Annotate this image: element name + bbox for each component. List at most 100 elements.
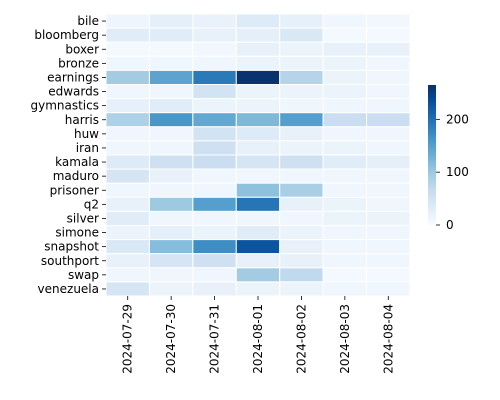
heatmap-cell [279,225,324,241]
heatmap-cell [192,239,237,255]
heatmap-cell [192,182,237,198]
heatmap-cell [279,168,324,184]
heatmap-cell [192,27,237,43]
row-tick-label: iran [76,141,99,155]
heatmap-cell [105,182,150,198]
heatmap-cell [105,55,150,71]
column-tick-label: 2024-07-30 [164,304,178,374]
row-tick-label: silver [67,211,99,225]
row-tick-label: edwards [48,85,99,99]
column-tick-label: 2024-07-31 [208,304,222,374]
heatmap-cell [235,182,281,198]
heatmap-cell [105,281,150,297]
heatmap-cell [148,210,194,226]
heatmap-cell [322,84,368,100]
heatmap-cell [322,210,368,226]
colorbar-gradient [428,85,436,225]
heatmap-cell [192,253,237,269]
heatmap-cell [322,281,368,297]
heatmap-cell [192,196,237,212]
heatmap-cell [279,84,324,100]
heatmap-cell [279,182,324,198]
heatmap-cell [148,267,194,283]
heatmap-cell [148,239,194,255]
heatmap-cell [148,253,194,269]
heatmap-cell [235,267,281,283]
heatmap-cell [366,126,411,142]
heatmap-cell [279,196,324,212]
heatmap-cell [105,154,150,170]
heatmap-cell [148,182,194,198]
row-tick-label: huw [74,127,99,141]
heatmap-cell [148,196,194,212]
heatmap-cell [148,112,194,128]
heatmap-cell [192,168,237,184]
heatmap-cell [279,126,324,142]
heatmap-cell [148,84,194,100]
heatmap-cell [366,154,411,170]
row-tick-label: venezuela [38,282,99,296]
heatmap-cell [105,27,150,43]
heatmap-cell [322,126,368,142]
colorbar-tick-label: 200 [446,112,469,126]
heatmap-cell [366,281,411,297]
row-tick-label: harris [65,113,99,127]
heatmap-cell [366,69,411,86]
heatmap-cell [322,41,368,57]
heatmap-cell [105,196,150,212]
heatmap-cell [192,84,237,100]
heatmap-cell [192,225,237,241]
heatmap-cell [366,98,411,114]
heatmap-cell [192,55,237,71]
row-tick-label: boxer [65,42,99,56]
heatmap-cell [322,69,368,86]
row-tick-label: simone [55,226,99,240]
heatmap-cell [192,281,237,297]
heatmap-cell [235,140,281,156]
heatmap-cell [322,27,368,43]
heatmap-cell [192,98,237,114]
heatmap-cell [192,69,237,86]
heatmap-cell [322,112,368,128]
heatmap-cell [322,267,368,283]
heatmap-cell [322,140,368,156]
heatmap-cell [235,210,281,226]
heatmap-cell [192,13,237,29]
heatmap-cell [148,154,194,170]
heatmap-cell [148,27,194,43]
heatmap-cell [322,196,368,212]
colorbar-tick-label: 100 [446,165,469,179]
heatmap-cell [366,13,411,29]
row-tick-labels: bilebloombergboxerbronzeearningsedwardsg… [30,14,106,296]
heatmap-cell [366,267,411,283]
row-tick-label: earnings [47,70,99,84]
heatmap-cell [105,239,150,255]
row-tick-label: kamala [55,155,99,169]
column-tick-label: 2024-08-04 [381,304,395,374]
heatmap-cell [235,98,281,114]
row-tick-label: maduro [53,169,99,183]
heatmap-cell [105,41,150,57]
heatmap-cell [366,210,411,226]
heatmap-cell [148,69,194,86]
heatmap-cell [192,267,237,283]
row-tick-label: prisoner [50,183,99,197]
heatmap-cell [366,112,411,128]
heatmap-cell [148,98,194,114]
column-tick-label: 2024-08-03 [338,304,352,374]
heatmap-cell [366,84,411,100]
heatmap-cell [322,253,368,269]
heatmap-cell [148,13,194,29]
heatmap-cell [366,27,411,43]
heatmap-cell [235,196,281,212]
heatmap-cell [279,55,324,71]
heatmap-cell [235,253,281,269]
heatmap-cell [192,210,237,226]
heatmap-cell [366,196,411,212]
heatmap-cell [105,126,150,142]
heatmap-cell [105,253,150,269]
heatmap-cell [105,112,150,128]
heatmap-cell [322,225,368,241]
heatmap-cell [235,27,281,43]
row-tick-label: bronze [58,56,99,70]
